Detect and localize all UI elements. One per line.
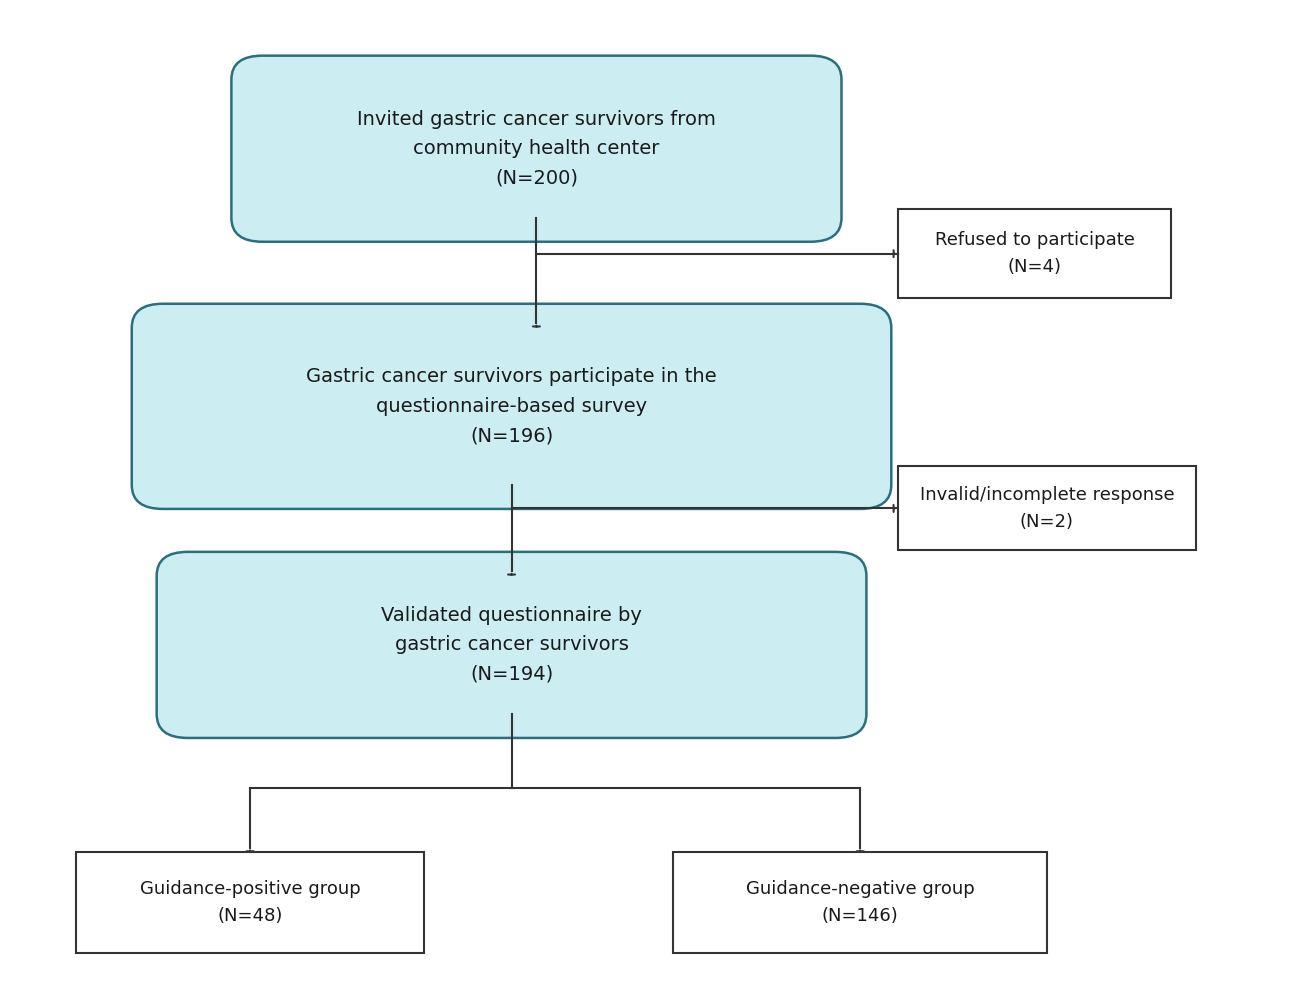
FancyBboxPatch shape [898,466,1196,551]
Text: (N=2): (N=2) [1019,513,1074,531]
Text: Invited gastric cancer survivors from: Invited gastric cancer survivors from [357,109,716,128]
FancyBboxPatch shape [231,56,842,242]
Text: Guidance-positive group: Guidance-positive group [140,880,361,898]
FancyBboxPatch shape [132,304,891,509]
Text: community health center: community health center [414,139,660,158]
FancyBboxPatch shape [157,552,866,738]
Text: questionnaire-based survey: questionnaire-based survey [376,397,647,415]
Text: (N=48): (N=48) [218,908,283,925]
Text: Gastric cancer survivors participate in the: Gastric cancer survivors participate in … [306,367,717,387]
FancyBboxPatch shape [75,853,424,952]
Text: (N=4): (N=4) [1008,258,1061,276]
FancyBboxPatch shape [898,210,1171,298]
Text: (N=146): (N=146) [822,908,899,925]
Text: Validated questionnaire by: Validated questionnaire by [381,605,642,625]
Text: Refused to participate: Refused to participate [935,231,1135,248]
Text: Guidance-negative group: Guidance-negative group [746,880,974,898]
FancyBboxPatch shape [673,853,1047,952]
Text: (N=196): (N=196) [470,426,553,445]
Text: (N=200): (N=200) [495,169,578,188]
Text: (N=194): (N=194) [470,665,553,684]
Text: gastric cancer survivors: gastric cancer survivors [394,635,629,654]
Text: Invalid/incomplete response: Invalid/incomplete response [920,486,1174,504]
